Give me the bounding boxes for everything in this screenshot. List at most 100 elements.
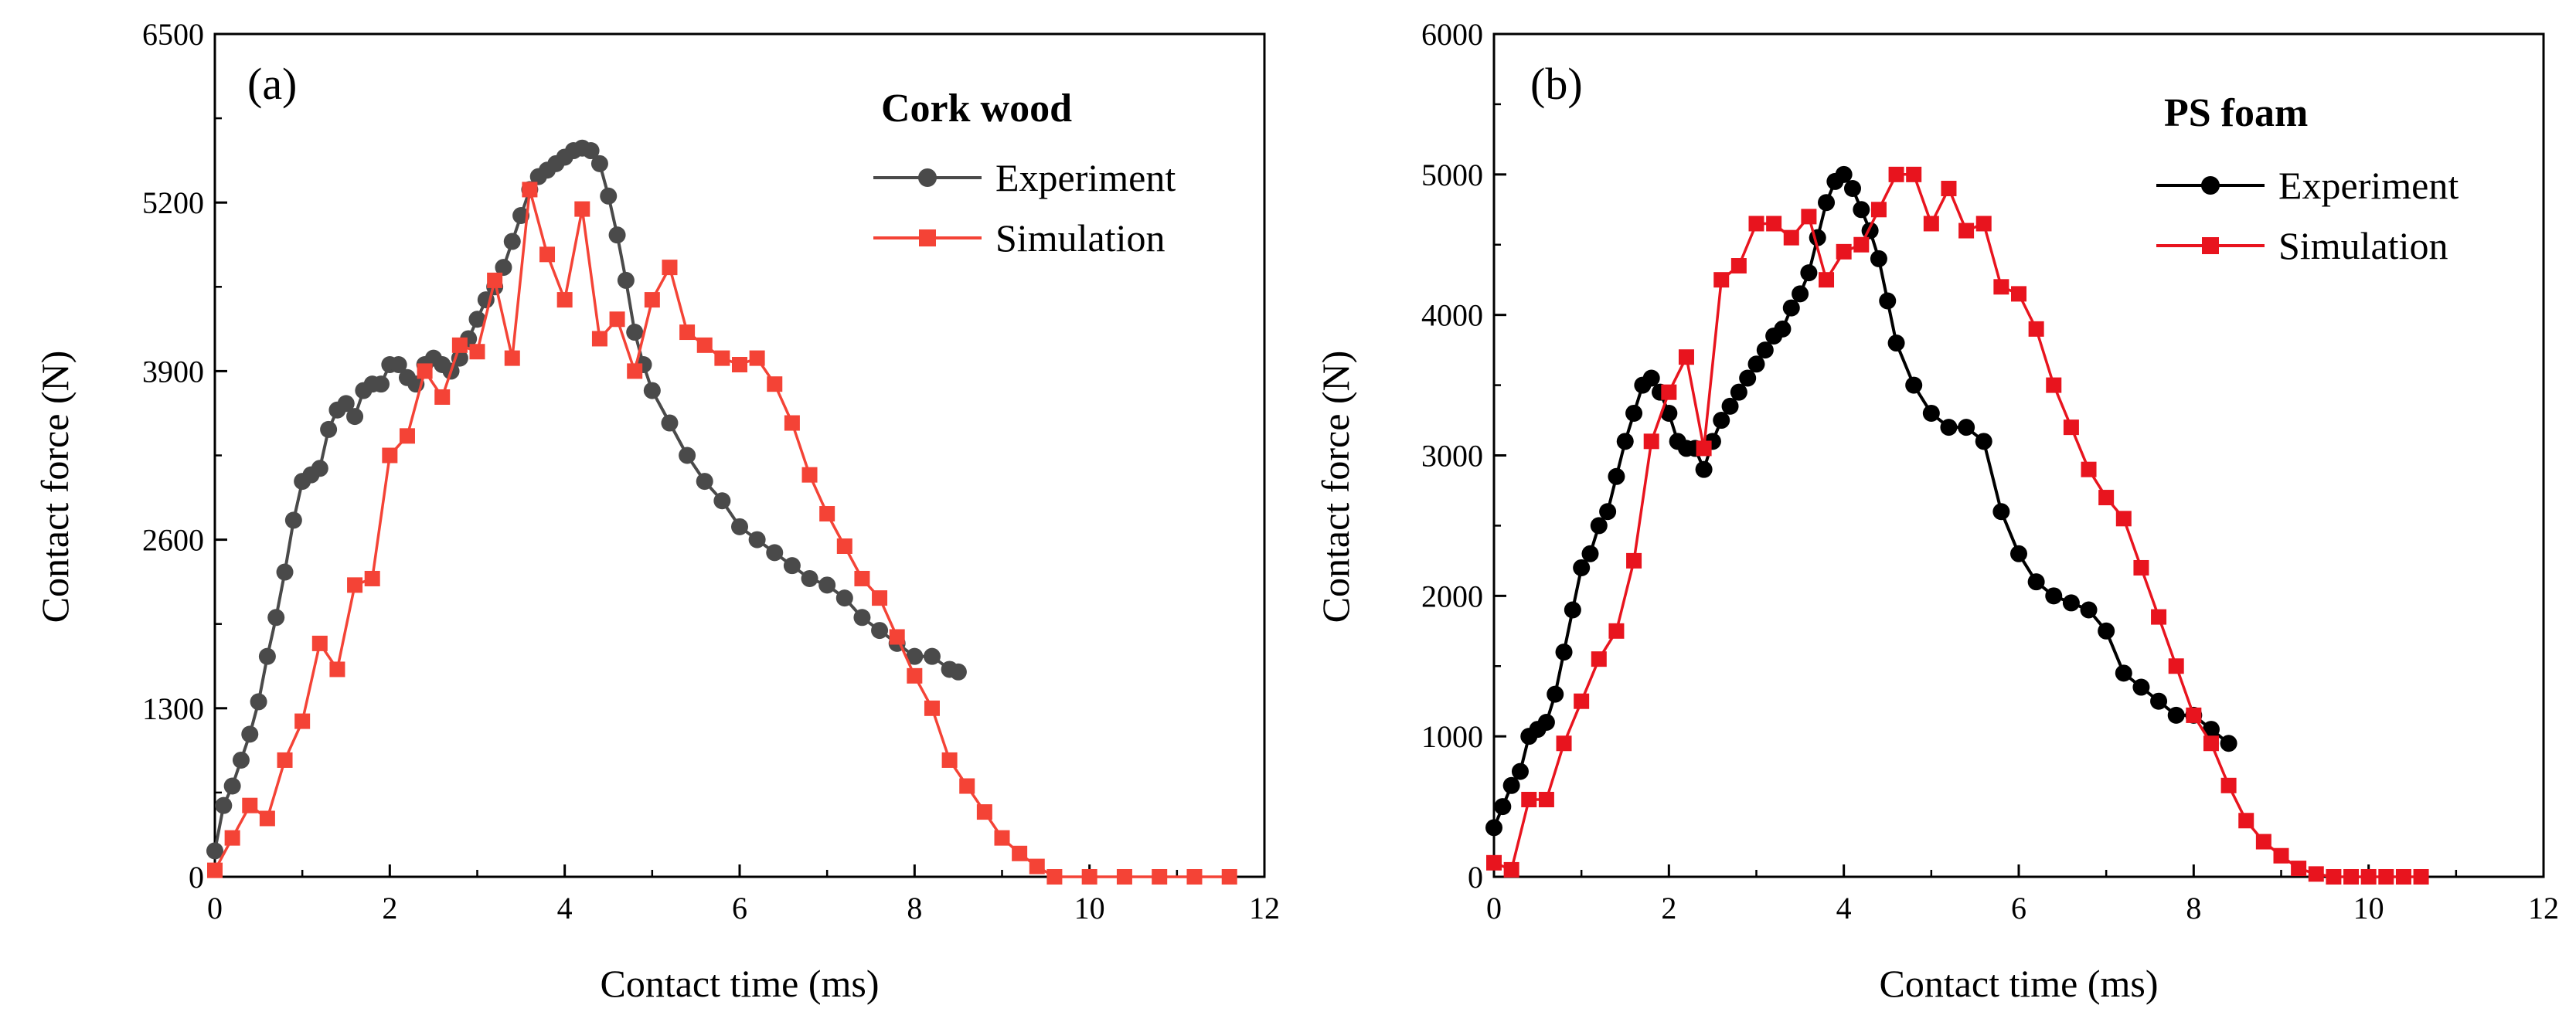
- panel-b-y-tick-label: 4000: [1421, 298, 1483, 333]
- panel-b-experiment-point: [1564, 601, 1581, 619]
- panel-a-simulation-point: [329, 661, 345, 678]
- panel-a-simulation-point: [591, 331, 607, 347]
- panel-a-simulation-point: [696, 337, 713, 353]
- panel-a-x-tick-label: 6: [732, 891, 747, 925]
- panel-a-simulation-point: [679, 324, 696, 341]
- panel-b-simulation-point: [1766, 216, 1782, 232]
- panel-b-experiment-point: [1695, 460, 1713, 478]
- panel-a-experiment-point: [731, 518, 748, 535]
- panel-b-experiment-point: [1485, 819, 1502, 837]
- panel-a-experiment-point: [495, 259, 512, 277]
- panel-b-simulation-point: [1521, 791, 1537, 807]
- panel-b-simulation-point: [1853, 236, 1870, 253]
- panel-a-experiment-point: [503, 233, 521, 250]
- panel-a-experiment-point: [276, 563, 294, 581]
- panel-b-legend-experiment-label: Experiment: [2278, 164, 2459, 207]
- panel-a-experiment-point: [923, 647, 941, 665]
- panel-b-simulation-point: [2203, 735, 2219, 752]
- panel-a-simulation-point: [609, 311, 625, 328]
- panel-a-simulation-point: [1029, 858, 1045, 874]
- panel-b-simulation-point: [2273, 847, 2289, 864]
- panel-a-simulation-point: [644, 292, 660, 308]
- panel-a-simulation-point: [819, 506, 835, 522]
- panel-a-simulation-point: [259, 810, 275, 827]
- panel-a-experiment-point: [661, 414, 679, 432]
- panel-a-simulation-point: [417, 363, 433, 379]
- panel-b-simulation-point: [2395, 869, 2411, 885]
- panel-a-experiment-point: [853, 609, 871, 627]
- panel-a-x-axis-title: Contact time (ms): [600, 962, 879, 1005]
- panel-b-simulation-point: [1678, 349, 1694, 365]
- panel-b-simulation-point: [2046, 377, 2062, 393]
- panel-a-experiment-point: [906, 647, 924, 665]
- panel-b-x-tick-label: 12: [2528, 891, 2559, 925]
- panel-b-experiment-point: [2098, 622, 2115, 640]
- panel-b-experiment-point: [1494, 798, 1512, 816]
- panel-b-simulation-point: [2081, 461, 2097, 477]
- panel-b-simulation-point: [1941, 181, 1957, 197]
- panel-b-legend-simulation-label: Simulation: [2278, 224, 2448, 267]
- panel-a-y-tick-label: 0: [189, 860, 204, 895]
- panel-a-experiment-point: [835, 589, 853, 607]
- panel-a-simulation-point: [1046, 869, 1063, 885]
- panel-a-simulation-point: [732, 357, 747, 373]
- panel-a-legend: Experiment Simulation: [873, 156, 1176, 260]
- panel-a-simulation-point: [907, 667, 923, 684]
- panel-a-experiment-point: [267, 609, 285, 627]
- panel-b: (b) PS foam Contact time (ms) Contact fo…: [1314, 17, 2559, 1005]
- panel-a-experiment-point: [582, 142, 600, 160]
- panel-a-experiment-point: [346, 408, 364, 426]
- panel-a-simulation-point: [469, 344, 485, 360]
- panel-b-experiment-point: [1642, 369, 1660, 387]
- panel-a-simulation-point: [382, 447, 398, 464]
- panel-a-y-axis-title: Contact force (N): [33, 351, 77, 623]
- panel-a-experiment-point: [284, 511, 302, 529]
- panel-a-experiment-point: [223, 777, 241, 795]
- panel-a-simulation-point: [714, 350, 730, 366]
- panel-a-experiment-point: [258, 647, 276, 665]
- panel-a-simulation-point: [627, 363, 643, 379]
- panel-b-simulation-point: [1870, 202, 1887, 218]
- panel-b-y-tick-label: 3000: [1421, 439, 1483, 474]
- panel-a-x-tick-label: 10: [1074, 891, 1105, 925]
- panel-b-experiment-point: [1870, 250, 1887, 267]
- panel-a-legend-simulation-marker: [919, 229, 936, 246]
- panel-b-experiment-point: [1835, 165, 1853, 183]
- panel-b-experiment-point: [1905, 376, 1923, 394]
- panel-b-experiment-point: [1940, 419, 1958, 436]
- panel-a-experiment-point: [241, 725, 259, 743]
- panel-a-x-tick-label: 8: [907, 891, 922, 925]
- panel-b-simulation-point: [2133, 559, 2149, 576]
- panel-b-x-tick-label: 8: [2186, 891, 2201, 925]
- panel-b-legend: Experiment Simulation: [2156, 164, 2459, 267]
- panel-a-experiment-point: [590, 155, 608, 172]
- panel-a-simulation-point: [767, 376, 783, 392]
- panel-b-simulation-point: [1661, 384, 1677, 400]
- panel-b-experiment-point: [2202, 721, 2220, 739]
- panel-b-experiment-point: [1555, 644, 1573, 661]
- panel-a-simulation-point: [364, 570, 380, 586]
- panel-b-simulation-point: [1643, 433, 1659, 450]
- panel-b-experiment-point: [1879, 292, 1897, 310]
- panel-a-experiment-point: [600, 187, 618, 205]
- panel-b-experiment-point: [1958, 419, 1975, 436]
- panel-a-experiment-point: [949, 663, 967, 681]
- panel-a-legend-title: Cork wood: [881, 87, 1072, 131]
- panel-a-simulation-point: [539, 246, 556, 263]
- panel-b-simulation-point: [1748, 216, 1764, 232]
- panel-a-simulation-point: [294, 713, 311, 729]
- panel-a-simulation-point: [749, 350, 765, 366]
- panel-a-simulation-point: [1186, 869, 1203, 885]
- panel-b-experiment-point: [2132, 678, 2150, 696]
- panel-b-simulation-point: [2220, 777, 2237, 793]
- panel-b-x-tick-label: 0: [1486, 891, 1502, 925]
- panel-b-simulation-point: [1713, 272, 1730, 288]
- panel-a-experiment-point: [679, 447, 696, 464]
- panel-b-experiment-point: [1747, 355, 1765, 373]
- panel-b-experiment-point: [2167, 706, 2185, 724]
- panel-b-simulation-point: [1975, 216, 1992, 232]
- panel-a-experiment-point: [337, 395, 355, 413]
- panel-b-simulation-point: [2011, 286, 2026, 302]
- panel-b-experiment-point: [1853, 201, 1870, 219]
